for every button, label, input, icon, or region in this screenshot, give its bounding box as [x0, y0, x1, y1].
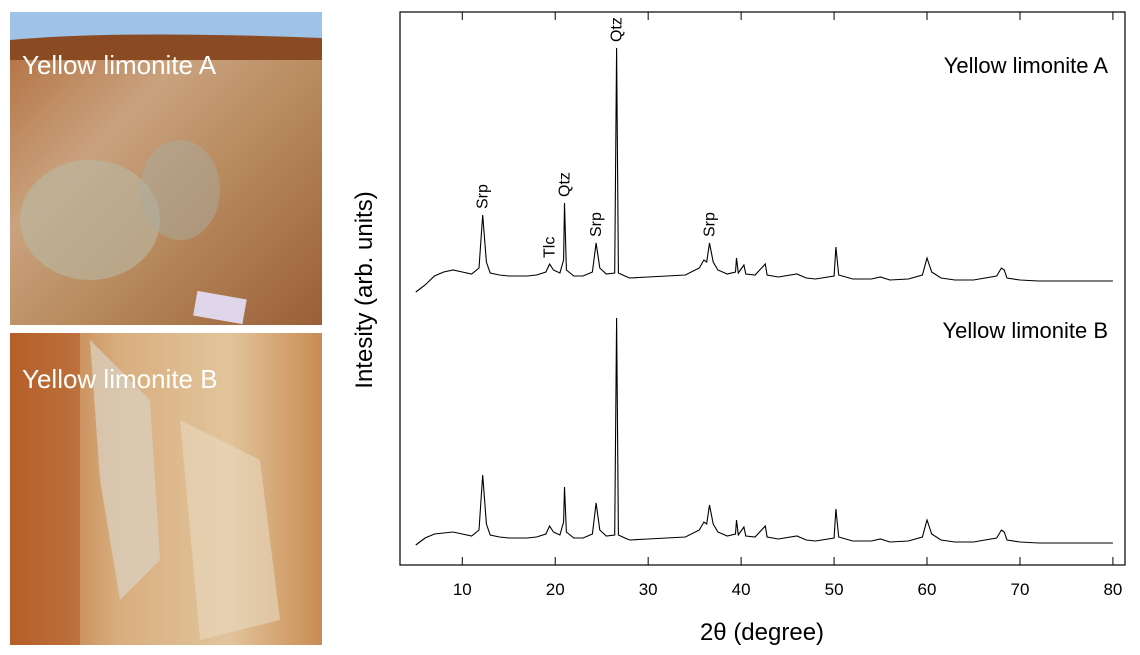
photo-a: Yellow limonite A: [10, 12, 322, 325]
series-label: Yellow limonite B: [943, 318, 1109, 343]
peak-label: Qtz: [557, 172, 574, 197]
photo-label: Yellow limonite B: [22, 364, 218, 394]
x-tick-label: 50: [825, 580, 844, 599]
x-tick-label: 80: [1103, 580, 1122, 599]
x-tick-label: 30: [639, 580, 658, 599]
x-tick-label: 40: [732, 580, 751, 599]
series-label: Yellow limonite A: [944, 53, 1109, 78]
x-tick-label: 20: [546, 580, 565, 599]
peak-label: Tlc: [542, 237, 559, 258]
peak-label: Srp: [588, 212, 605, 237]
xrd-pattern: [415, 317, 1113, 546]
x-tick-label: 10: [453, 580, 472, 599]
peak-label: Srp: [475, 184, 492, 209]
photo-b: Yellow limonite B: [10, 333, 322, 645]
xrd-pattern: [415, 47, 1113, 293]
peak-label: Srp: [702, 212, 719, 237]
x-tick-label: 60: [918, 580, 937, 599]
y-axis-title: Intesity (arb. units): [351, 191, 378, 388]
plot-frame: [399, 11, 1126, 566]
peak-label: Qtz: [609, 17, 626, 42]
photo-label: Yellow limonite A: [22, 50, 217, 80]
x-axis-title: 2θ (degree): [700, 619, 824, 646]
x-tick-label: 70: [1011, 580, 1030, 599]
